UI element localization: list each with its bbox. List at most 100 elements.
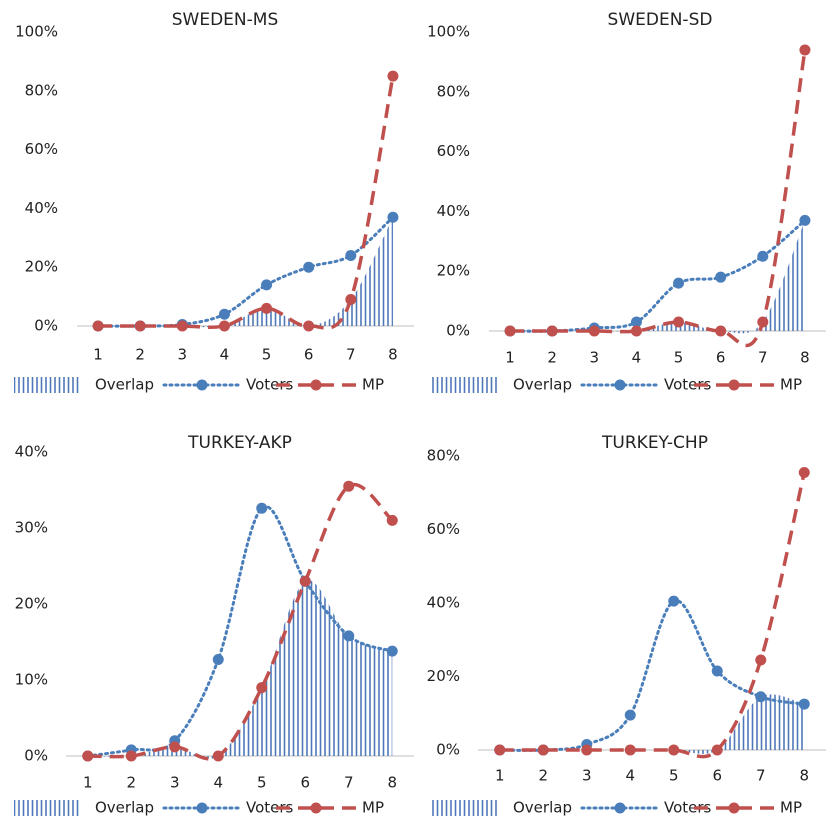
marker [715, 325, 727, 337]
marker [624, 744, 636, 756]
marker [176, 320, 188, 332]
legend-marker [614, 379, 626, 391]
x-tick-label: 5 [257, 774, 267, 792]
chart-title: SWEDEN-SD [608, 10, 713, 30]
overlap-area [499, 694, 805, 754]
y-tick-label: 100% [15, 23, 58, 41]
marker [624, 709, 636, 721]
marker [256, 682, 268, 694]
marker [212, 750, 224, 762]
y-tick-label: 100% [427, 23, 470, 41]
marker [581, 744, 593, 756]
y-tick-label: 20% [427, 667, 460, 685]
y-tick-label: 20% [437, 262, 470, 280]
x-tick-label: 5 [674, 349, 684, 367]
series-line [508, 218, 807, 333]
marker [799, 44, 811, 56]
x-tick-label: 5 [262, 346, 272, 364]
overlap-area [98, 217, 393, 328]
marker [299, 575, 311, 587]
x-tick-label: 2 [126, 774, 136, 792]
x-tick-label: 8 [800, 349, 810, 367]
x-tick-label: 3 [170, 774, 180, 792]
x-tick-label: 4 [213, 774, 223, 792]
x-tick-label: 1 [93, 346, 103, 364]
x-tick-label: 2 [538, 767, 548, 785]
x-tick-label: 1 [83, 774, 93, 792]
marker [387, 211, 399, 223]
legend-label: MP [780, 376, 802, 394]
x-tick-label: 2 [135, 346, 145, 364]
x-tick-label: 1 [505, 349, 515, 367]
marker [386, 514, 398, 526]
marker [261, 302, 273, 314]
x-tick-label: 2 [547, 349, 557, 367]
marker [668, 744, 680, 756]
marker [504, 325, 516, 337]
legend-label: Voters [664, 799, 712, 817]
legend-label: MP [362, 799, 384, 817]
marker [169, 741, 181, 753]
x-tick-label: 8 [387, 774, 397, 792]
x-tick-label: 7 [344, 774, 354, 792]
legend-label: MP [780, 799, 802, 817]
legend-marker [196, 379, 208, 391]
x-tick-label: 4 [632, 349, 642, 367]
y-tick-label: 30% [15, 519, 48, 537]
marker [673, 277, 685, 289]
marker [303, 320, 315, 332]
y-tick-label: 0% [24, 747, 48, 765]
legend-marker [196, 802, 208, 814]
x-tick-label: 1 [495, 767, 505, 785]
marker [755, 654, 767, 666]
legend-label: Overlap [95, 799, 154, 817]
marker [673, 316, 685, 328]
legend-swatch [432, 377, 498, 393]
x-tick-label: 3 [590, 349, 600, 367]
legend-label: Overlap [513, 376, 572, 394]
y-tick-label: 40% [15, 443, 48, 461]
y-tick-label: 0% [34, 317, 58, 335]
legend-marker [728, 802, 740, 814]
marker [345, 249, 357, 261]
chart-title: TURKEY-AKP [187, 433, 292, 453]
legend-swatch [14, 800, 80, 816]
legend-label: Voters [246, 799, 294, 817]
x-tick-label: 4 [625, 767, 635, 785]
y-tick-label: 40% [427, 594, 460, 612]
y-tick-label: 60% [427, 520, 460, 538]
marker [125, 750, 137, 762]
marker [343, 630, 355, 642]
legend-label: Overlap [95, 376, 154, 394]
series-line [87, 482, 394, 761]
x-tick-label: 7 [756, 767, 766, 785]
marker [668, 595, 680, 607]
marker [799, 214, 811, 226]
marker [212, 653, 224, 665]
marker [345, 294, 357, 306]
marker [757, 316, 769, 328]
series-line [86, 505, 394, 758]
x-tick-label: 7 [346, 346, 356, 364]
marker [303, 261, 315, 273]
legend-marker [310, 379, 322, 391]
legend-marker [310, 802, 322, 814]
marker [82, 750, 94, 762]
marker [546, 325, 558, 337]
y-tick-label: 80% [437, 82, 470, 100]
y-tick-label: 0% [436, 741, 460, 759]
x-tick-label: 6 [712, 767, 722, 785]
y-tick-label: 60% [437, 142, 470, 160]
marker [386, 645, 398, 657]
overlap-area [510, 220, 805, 334]
y-tick-label: 80% [427, 447, 460, 465]
x-tick-label: 8 [388, 346, 398, 364]
marker [715, 271, 727, 283]
legend-marker [728, 379, 740, 391]
chart-title: TURKEY-CHP [601, 433, 708, 453]
marker [537, 744, 549, 756]
series-line [98, 75, 395, 330]
legend-label: MP [362, 376, 384, 394]
marker [261, 279, 273, 291]
